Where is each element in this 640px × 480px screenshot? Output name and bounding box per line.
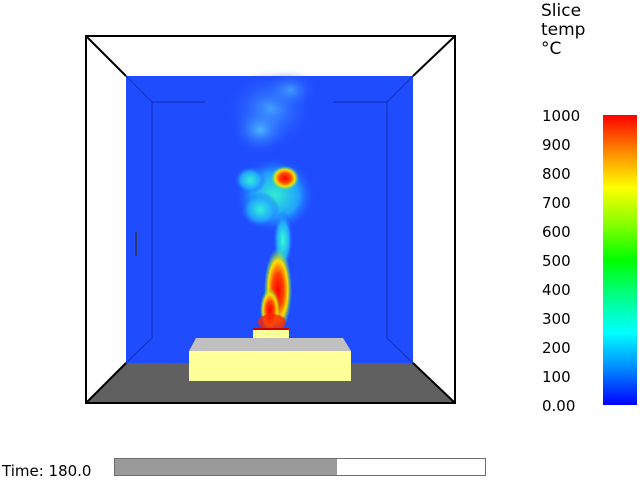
obstacle-box	[189, 338, 351, 381]
colorbar	[603, 115, 637, 405]
legend-label: 600	[542, 223, 571, 241]
scene-viewport[interactable]	[0, 0, 520, 420]
legend-label: 500	[542, 252, 571, 270]
burner	[253, 328, 289, 339]
legend-label: 200	[542, 339, 571, 357]
legend-label: 300	[542, 310, 571, 328]
time-label: Time: 180.0	[2, 462, 92, 480]
legend-label: 900	[542, 136, 571, 154]
time-slider[interactable]	[114, 458, 486, 476]
fire-plume	[225, 70, 318, 332]
floor	[86, 363, 455, 403]
legend-title: Slice temp °C	[541, 1, 586, 59]
legend-label: 700	[542, 194, 571, 212]
time-slider-fill	[115, 459, 337, 475]
legend-label: 400	[542, 281, 571, 299]
legend-label: 0.00	[542, 397, 576, 415]
legend-label: 1000	[542, 107, 581, 125]
legend-label: 800	[542, 165, 571, 183]
legend-label: 100	[542, 368, 571, 386]
